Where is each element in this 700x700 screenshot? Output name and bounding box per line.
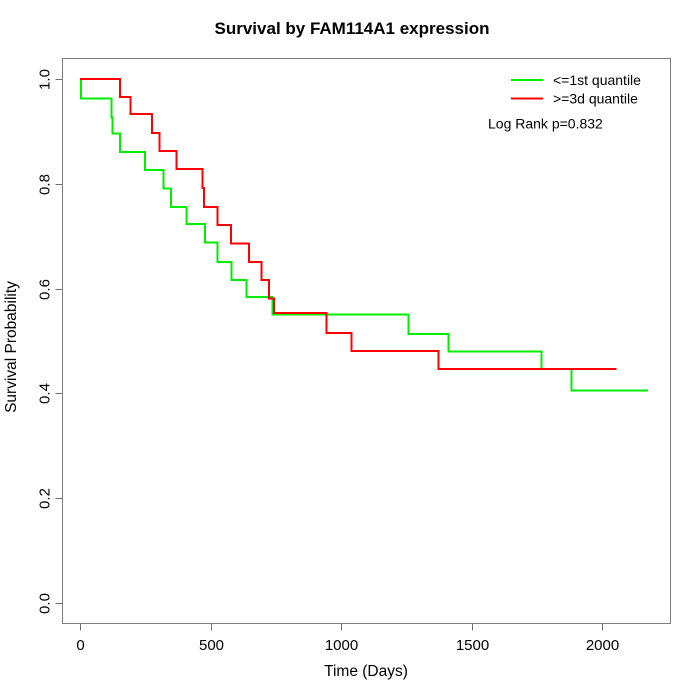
- legend-label: <=1st quantile: [553, 72, 641, 88]
- plot-box: [62, 58, 671, 624]
- y-tick-label: 1.0: [37, 69, 54, 90]
- y-axis: 0.0 0.2 0.4 0.6 0.8 1.0: [37, 69, 63, 614]
- y-tick-label: 0.0: [37, 593, 54, 614]
- x-axis-label: Time (Days): [324, 663, 408, 680]
- x-tick-label: 1500: [456, 637, 489, 654]
- y-tick-label: 0.8: [37, 174, 54, 195]
- plot-frame: [62, 58, 671, 624]
- x-tick-label: 0: [76, 637, 84, 654]
- survival-curves: [80, 78, 649, 392]
- chart-title: Survival by FAM114A1 expression: [215, 19, 490, 38]
- y-tick-label: 0.4: [37, 383, 54, 404]
- x-axis: 0 500 1000 1500 2000: [76, 623, 619, 654]
- log-rank-annotation: Log Rank p=0.832: [488, 116, 603, 132]
- survival-curve-high-expression: [80, 78, 617, 370]
- survival-curve-low-expression: [80, 78, 649, 392]
- y-tick-label: 0.6: [37, 279, 54, 300]
- x-tick-label: 500: [199, 637, 224, 654]
- x-tick-label: 1000: [325, 637, 358, 654]
- legend: <=1st quantile >=3d quantile Log Rank p=0.…: [488, 72, 641, 132]
- x-tick-label: 2000: [586, 637, 619, 654]
- y-tick-label: 0.2: [37, 488, 54, 509]
- y-axis-label: Survival Probability: [3, 281, 20, 413]
- legend-label: >=3d quantile: [553, 91, 638, 107]
